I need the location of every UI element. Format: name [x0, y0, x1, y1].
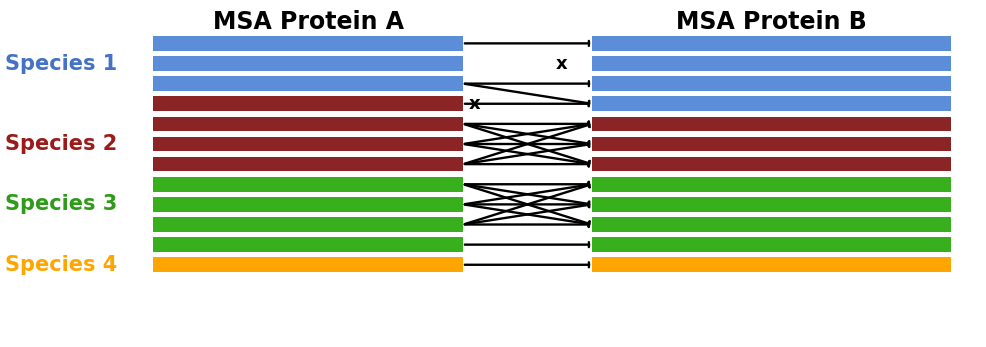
- Bar: [153, 96, 463, 111]
- Bar: [592, 217, 951, 232]
- Bar: [592, 96, 951, 111]
- Bar: [153, 157, 463, 171]
- Bar: [153, 76, 463, 91]
- Text: Species 4: Species 4: [5, 255, 117, 275]
- Bar: [153, 197, 463, 212]
- Bar: [153, 137, 463, 151]
- Bar: [153, 257, 463, 272]
- Bar: [592, 36, 951, 51]
- Bar: [592, 157, 951, 171]
- Bar: [592, 117, 951, 131]
- Text: Species 3: Species 3: [5, 194, 117, 214]
- Text: x: x: [468, 95, 480, 113]
- Bar: [153, 117, 463, 131]
- Bar: [592, 197, 951, 212]
- Bar: [153, 36, 463, 51]
- Bar: [153, 217, 463, 232]
- Text: MSA Protein A: MSA Protein A: [213, 10, 403, 34]
- Text: Species 2: Species 2: [5, 134, 117, 154]
- Bar: [153, 177, 463, 192]
- Text: x: x: [556, 54, 568, 73]
- Bar: [592, 76, 951, 91]
- Bar: [592, 177, 951, 192]
- Text: MSA Protein B: MSA Protein B: [676, 10, 867, 34]
- Bar: [592, 237, 951, 252]
- Text: Species 1: Species 1: [5, 53, 117, 74]
- Bar: [592, 137, 951, 151]
- Bar: [153, 56, 463, 71]
- Bar: [592, 257, 951, 272]
- Bar: [592, 56, 951, 71]
- Bar: [153, 237, 463, 252]
